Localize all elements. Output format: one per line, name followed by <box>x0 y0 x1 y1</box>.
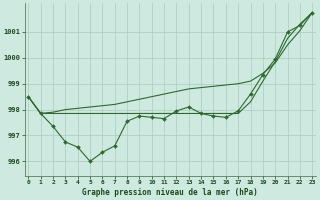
X-axis label: Graphe pression niveau de la mer (hPa): Graphe pression niveau de la mer (hPa) <box>83 188 258 197</box>
